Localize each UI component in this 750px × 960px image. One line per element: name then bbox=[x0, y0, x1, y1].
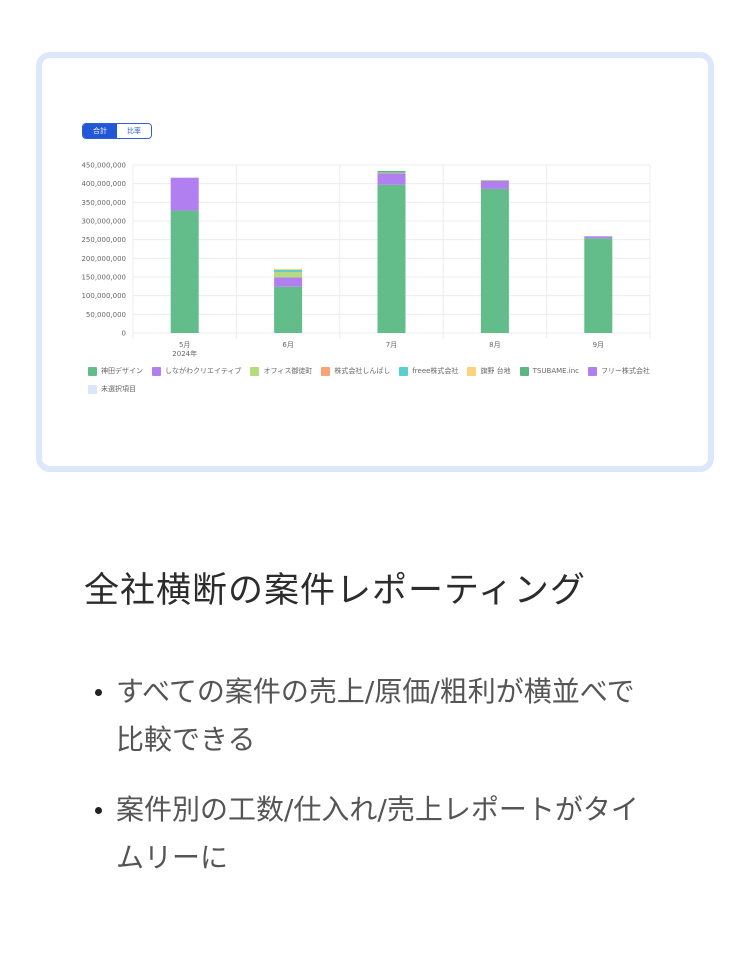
feature-list: すべての案件の売上/原価/粗利が横並べで比較できる 案件別の工数/仕入れ/売上レ… bbox=[90, 668, 650, 904]
view-toggle: 合計 比率 bbox=[82, 123, 152, 139]
y-tick-label: 50,000,000 bbox=[86, 311, 126, 319]
legend-swatch bbox=[152, 366, 161, 376]
bar-segment bbox=[274, 269, 303, 273]
legend-item[interactable]: フリー株式会社 bbox=[588, 366, 650, 376]
legend-swatch bbox=[88, 384, 97, 394]
y-tick-label: 200,000,000 bbox=[81, 255, 126, 263]
legend-swatch bbox=[250, 366, 260, 376]
bar-segment bbox=[584, 238, 613, 333]
legend-item[interactable]: 旗野 台地 bbox=[467, 366, 511, 376]
legend-item[interactable]: TSUBAME.inc bbox=[519, 366, 580, 376]
y-tick-label: 100,000,000 bbox=[81, 292, 126, 300]
bullet-icon bbox=[95, 689, 102, 696]
bar-segment bbox=[377, 172, 406, 174]
feature-item: 案件別の工数/仕入れ/売上レポートがタイムリーに bbox=[90, 786, 650, 882]
bar-segment bbox=[274, 272, 303, 278]
feature-item: すべての案件の売上/原価/粗利が横並べで比較できる bbox=[90, 668, 650, 764]
legend-label: TSUBAME.inc bbox=[532, 367, 580, 375]
legend-label: 株式会社しんばし bbox=[334, 367, 391, 375]
x-tick-label: 6月 bbox=[282, 341, 293, 349]
x-tick-label: 9月 bbox=[593, 341, 604, 349]
bar-segment bbox=[480, 179, 509, 181]
toggle-total-button[interactable]: 合計 bbox=[83, 124, 117, 138]
x-tick-label: 8月 bbox=[489, 341, 500, 349]
legend-swatch bbox=[321, 366, 331, 376]
legend-item[interactable]: しながわクリエイティブ bbox=[152, 366, 241, 376]
bar-segment bbox=[274, 268, 303, 270]
bar-segment bbox=[274, 286, 303, 333]
x-tick-label: 7月 bbox=[386, 341, 397, 349]
y-tick-label: 350,000,000 bbox=[81, 199, 126, 207]
bar-segment bbox=[377, 170, 406, 173]
y-tick-label: 0 bbox=[122, 330, 126, 338]
bar-segment bbox=[377, 173, 406, 185]
legend-swatch bbox=[88, 366, 97, 376]
bar-segment bbox=[584, 236, 613, 239]
legend-swatch bbox=[519, 366, 529, 376]
y-tick-label: 400,000,000 bbox=[81, 180, 126, 188]
y-tick-label: 450,000,000 bbox=[81, 162, 126, 170]
legend-item[interactable]: オフィス御徒町 bbox=[250, 366, 312, 376]
stacked-bar-chart: 0 50,000,000 100,000,000 150,000,000 200,000… bbox=[81, 162, 651, 358]
legend-item[interactable]: 未選択項目 bbox=[88, 384, 136, 394]
x-tick-label: 5月 bbox=[179, 341, 190, 349]
bar-segment bbox=[170, 177, 199, 211]
y-tick-label: 300,000,000 bbox=[81, 218, 126, 226]
bar-segment bbox=[377, 184, 406, 333]
bar-segment bbox=[480, 180, 509, 189]
legend-swatch bbox=[588, 366, 598, 376]
legend-swatch bbox=[399, 366, 409, 376]
legend-item[interactable]: 神田デザイン bbox=[88, 366, 143, 376]
bar-segment bbox=[480, 188, 509, 333]
legend-label: オフィス御徒町 bbox=[263, 367, 313, 375]
legend-label: しながわクリエイティブ bbox=[165, 367, 242, 375]
toggle-ratio-button[interactable]: 比率 bbox=[117, 124, 151, 138]
feature-text: すべての案件の売上/原価/粗利が横並べで比較できる bbox=[116, 675, 635, 756]
bar-segment bbox=[274, 277, 303, 287]
bullet-icon bbox=[95, 807, 102, 814]
y-tick-label: 250,000,000 bbox=[81, 236, 126, 244]
y-tick-label: 150,000,000 bbox=[81, 274, 126, 282]
legend-label: freee株式会社 bbox=[412, 367, 459, 375]
bar-segment bbox=[170, 210, 199, 333]
feature-text: 案件別の工数/仕入れ/売上レポートがタイムリーに bbox=[116, 793, 639, 874]
legend-label: 旗野 台地 bbox=[480, 367, 511, 375]
x-tick-sublabel: 2024年 bbox=[172, 349, 197, 358]
legend-label: 未選択項目 bbox=[101, 385, 136, 393]
section-heading: 全社横断の案件レポーティング bbox=[84, 571, 586, 611]
legend-item[interactable]: 株式会社しんばし bbox=[321, 366, 390, 376]
chart-legend: 神田デザイン しながわクリエイティブ オフィス御徒町 株式会社しんばし freee株式会… bbox=[88, 366, 678, 394]
legend-swatch bbox=[467, 366, 477, 376]
legend-item[interactable]: freee株式会社 bbox=[399, 366, 458, 376]
legend-label: フリー株式会社 bbox=[601, 367, 651, 375]
legend-label: 神田デザイン bbox=[101, 367, 143, 375]
